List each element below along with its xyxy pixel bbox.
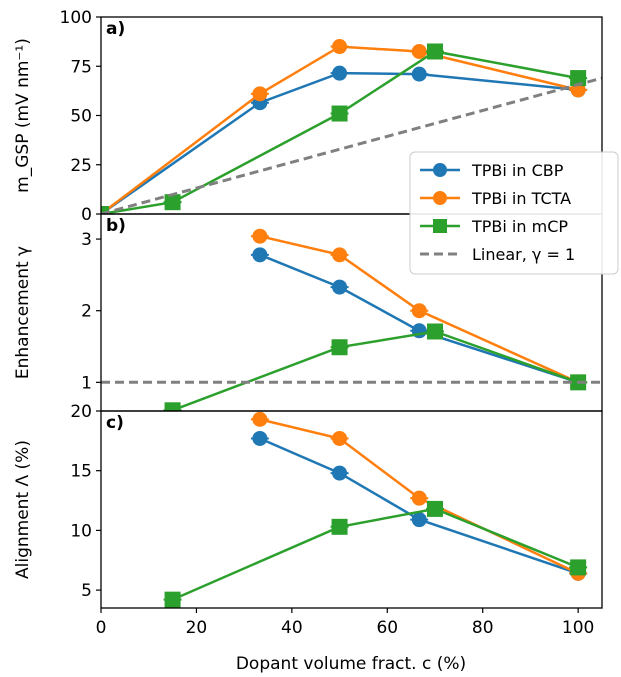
data-point-mcp [427,323,443,340]
y-tick-label: 50 [70,107,92,127]
data-point-mcp [331,518,348,535]
panel-label: a) [106,19,125,39]
data-point-tcta [411,43,427,59]
y-tick-label: 0 [81,205,92,225]
data-point-tcta [332,430,348,446]
data-point-mcp [164,402,181,411]
data-point-cbp [252,430,268,446]
x-tick-label: 0 [96,618,107,638]
x-tick-label: 20 [186,618,208,638]
panel-label: b) [106,216,126,236]
data-point-tcta [411,303,427,319]
y-tick-label: 100 [60,8,92,28]
y-axis-label: m_GSP (mV nm⁻¹) [13,38,33,193]
data-point-mcp [164,194,181,211]
x-axis: 0 20 40 60 80 100 [96,608,594,638]
series-line-tcta [259,234,579,384]
series-line-cbp [259,437,579,575]
series-line-mcp [172,330,579,411]
data-point-tcta [252,411,268,427]
legend-label-tcta: TPBi in TCTA [471,189,571,208]
data-point-tcta [252,86,268,102]
y-tick-label: 75 [70,57,92,77]
series-line-mcp [172,507,579,601]
x-tick-label: 80 [472,618,494,638]
data-point-mcp [331,105,348,122]
y-tick-label: 5 [81,581,92,601]
data-point-cbp [332,279,348,295]
legend-marker-tcta [433,191,447,205]
panel-label: c) [106,413,124,433]
legend-box [409,151,619,275]
x-tick-label: 100 [562,618,594,638]
data-point-mcp [101,206,109,214]
panel-b: 1 2 3 b) Enhancement γ [13,213,603,412]
panel-frame [100,410,603,609]
data-point-mcp [164,591,181,608]
data-point-mcp [331,339,348,356]
plot-area [101,228,602,411]
data-point-cbp [411,512,427,528]
y-tick-label: 25 [70,156,92,176]
y-tick-label: 3 [81,230,92,250]
linear-reference-line [101,76,602,214]
y-tick-label: 15 [70,462,92,482]
data-point-cbp [252,247,268,263]
data-point-tcta [332,39,348,55]
data-point-cbp [411,66,427,82]
y-tick-label: 20 [70,402,92,422]
data-point-cbp [332,65,348,81]
panel-a: 0 25 50 75 100 a) m_GSP (mV nm⁻¹) [13,8,603,225]
data-point-cbp [332,465,348,481]
legend-label-cbp: TPBi in CBP [471,161,564,180]
plot-area [101,39,602,214]
legend-marker-cbp [433,163,447,177]
data-point-mcp [427,500,443,517]
y-axis-label: Alignment Λ (%) [13,440,33,579]
y-tick-label: 10 [70,521,92,541]
panel-c: 5 10 15 20 c) Alignment Λ (%) [13,402,603,609]
data-point-mcp [570,559,587,576]
data-point-tcta [252,228,268,244]
x-tick-label: 40 [281,618,303,638]
data-point-tcta [411,490,427,506]
x-axis-label: Dopant volume fract. c (%) [236,654,466,674]
y-tick-label: 1 [81,373,92,393]
x-tick-label: 60 [376,618,398,638]
y-axis-label: Enhancement γ [13,246,33,379]
legend-marker-mcp [433,219,447,233]
series-line-cbp [259,253,579,384]
legend-label-mcp: TPBi in mCP [471,217,568,236]
legend-label-linear: Linear, γ = 1 [472,245,575,264]
y-tick-label: 2 [81,302,92,322]
plot-area [163,411,588,608]
data-point-mcp [427,43,443,60]
legend: TPBi in CBP TPBi in TCTA TPBi in mCP Linear… [409,151,619,275]
data-point-tcta [332,247,348,263]
